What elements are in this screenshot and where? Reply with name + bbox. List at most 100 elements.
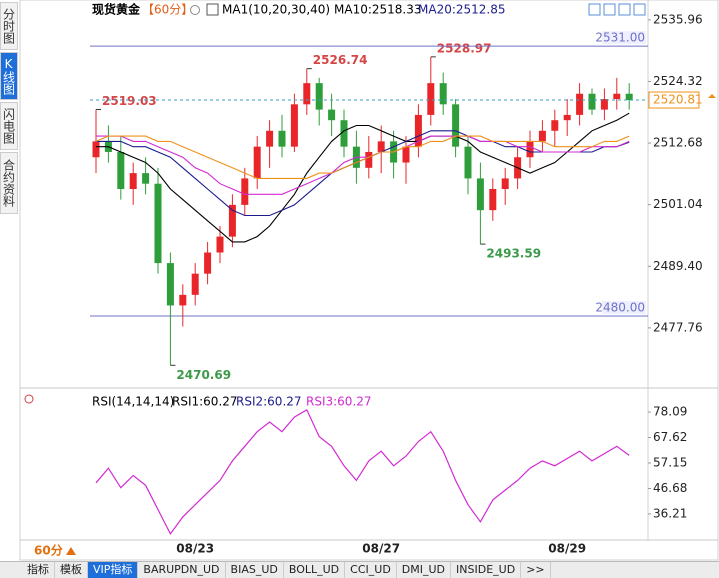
candle-body	[476, 178, 484, 211]
candle-body	[402, 146, 410, 163]
x-tick-label: 08/29	[548, 542, 586, 556]
reference-label: 2531.00	[595, 31, 645, 45]
legend-item: MA20:2512.85	[418, 3, 506, 17]
candle-body	[204, 252, 212, 274]
candle-body	[464, 146, 472, 179]
reference-label-bg	[602, 31, 646, 45]
sidebar-tab[interactable]: K线图	[0, 52, 18, 100]
y-tick-label: 2512.68	[653, 136, 703, 150]
tab[interactable]: BIAS_UD	[226, 562, 284, 578]
candle-body	[315, 83, 323, 110]
tab[interactable]: CCI_UD	[345, 562, 397, 578]
reference-label-bg	[602, 301, 646, 315]
candle-body	[253, 146, 261, 179]
candle-body	[129, 173, 137, 189]
rsi-line	[95, 408, 630, 536]
frame	[19, 0, 719, 561]
y-tick-label: 2524.32	[653, 74, 703, 88]
candle-body	[452, 104, 460, 147]
candle-body	[117, 151, 125, 189]
tab[interactable]: BARUPDN_UD	[138, 562, 226, 578]
tab[interactable]: >>	[521, 562, 551, 578]
extreme-label: 2519.03	[102, 94, 157, 108]
candle-body	[588, 93, 596, 110]
candle-body	[600, 99, 608, 110]
y-tick-label: 46.68	[653, 481, 687, 495]
y-tick-label: 2535.96	[653, 12, 703, 26]
extreme-label: 2470.69	[176, 368, 231, 382]
candle-body	[92, 141, 100, 158]
candle-body	[538, 130, 546, 142]
y-tick-label: 78.09	[653, 405, 687, 419]
y-tick-label: 2489.40	[653, 259, 703, 273]
candle-body	[154, 183, 162, 264]
ma-line	[95, 135, 630, 179]
y-tick-label: 36.21	[653, 506, 687, 520]
candle-body	[439, 83, 447, 105]
candle-body	[142, 173, 150, 184]
y-tick-label: 57.15	[653, 455, 687, 469]
indicator-label: MA1(10,20,30,40)	[222, 3, 330, 17]
candle-body	[303, 83, 311, 105]
candle-body	[489, 189, 497, 211]
extreme-label: 2493.59	[486, 247, 541, 261]
candle-body	[576, 93, 584, 115]
reference-label: 2480.00	[595, 301, 645, 315]
y-tick-label: 67.62	[653, 430, 687, 444]
candle-body	[216, 236, 224, 253]
candle-body	[191, 273, 199, 295]
toolbar-icons[interactable]	[588, 3, 646, 16]
bottom-tabs: 指标 模板 VIP指标 BARUPDN_UD BIAS_UD BOLL_UD C…	[0, 561, 719, 578]
candle-body	[166, 263, 174, 306]
sidebar-tab[interactable]: 闪电图	[0, 102, 18, 150]
tab[interactable]: 模板	[55, 562, 88, 578]
ma-line	[96, 135, 630, 195]
legend-item: MA10:2518.33	[334, 3, 422, 17]
chart: 现货黄金 【60分】 MA1(10,20,30,40) MA10:2518.33…	[19, 0, 719, 561]
ma-line	[96, 112, 630, 243]
tab[interactable]: DMI_UD	[397, 562, 452, 578]
candle-body	[266, 130, 274, 147]
y-tick-label: 2477.76	[653, 320, 703, 334]
last-price-label: 2520.81	[653, 93, 703, 107]
tab[interactable]: VIP指标	[88, 562, 139, 578]
tab[interactable]: 指标	[22, 562, 55, 578]
rsi-title: RSI(14,14,14)	[92, 395, 174, 409]
candle-body	[228, 204, 236, 237]
tab[interactable]: INSIDE_UD	[451, 562, 522, 578]
candle-body	[526, 141, 534, 158]
candle-body	[414, 114, 422, 147]
indicator-icon[interactable]	[206, 3, 219, 16]
legend-item: RSI2:60.27	[236, 395, 302, 409]
candle-body	[328, 109, 336, 121]
candle-body	[625, 93, 633, 101]
x-tick-label: 08/27	[362, 542, 400, 556]
settings-icon[interactable]	[190, 5, 200, 15]
chart-title: 现货黄金	[92, 2, 141, 17]
legend-item: RSI3:60.27	[306, 395, 372, 409]
candle-body	[563, 114, 571, 121]
sidebar-tab[interactable]: 分时图	[0, 2, 18, 50]
last-price-tag	[648, 91, 700, 109]
candle-body	[377, 141, 385, 152]
rsi-icon[interactable]	[24, 394, 34, 404]
period-button[interactable]: 60分	[34, 543, 63, 558]
x-tick-label: 08/23	[176, 542, 214, 556]
period-label: 【60分】	[142, 3, 193, 17]
candle-body	[551, 120, 559, 131]
period-arrow[interactable]	[66, 547, 76, 555]
candle-body	[427, 83, 435, 115]
candle-body	[340, 120, 348, 147]
candle-body	[179, 294, 187, 306]
candle-body	[501, 178, 509, 189]
extreme-label: 2528.97	[437, 41, 492, 55]
sidebar-tab[interactable]: 合约资料	[0, 152, 18, 214]
extreme-label: 2526.74	[313, 53, 368, 67]
candle-body	[613, 93, 621, 100]
candle-body	[365, 151, 373, 168]
y-tick-label: 2501.04	[653, 197, 703, 211]
candle-body	[290, 104, 298, 147]
legend-item: RSI1:60.27	[172, 395, 238, 409]
tab[interactable]: BOLL_UD	[284, 562, 346, 578]
